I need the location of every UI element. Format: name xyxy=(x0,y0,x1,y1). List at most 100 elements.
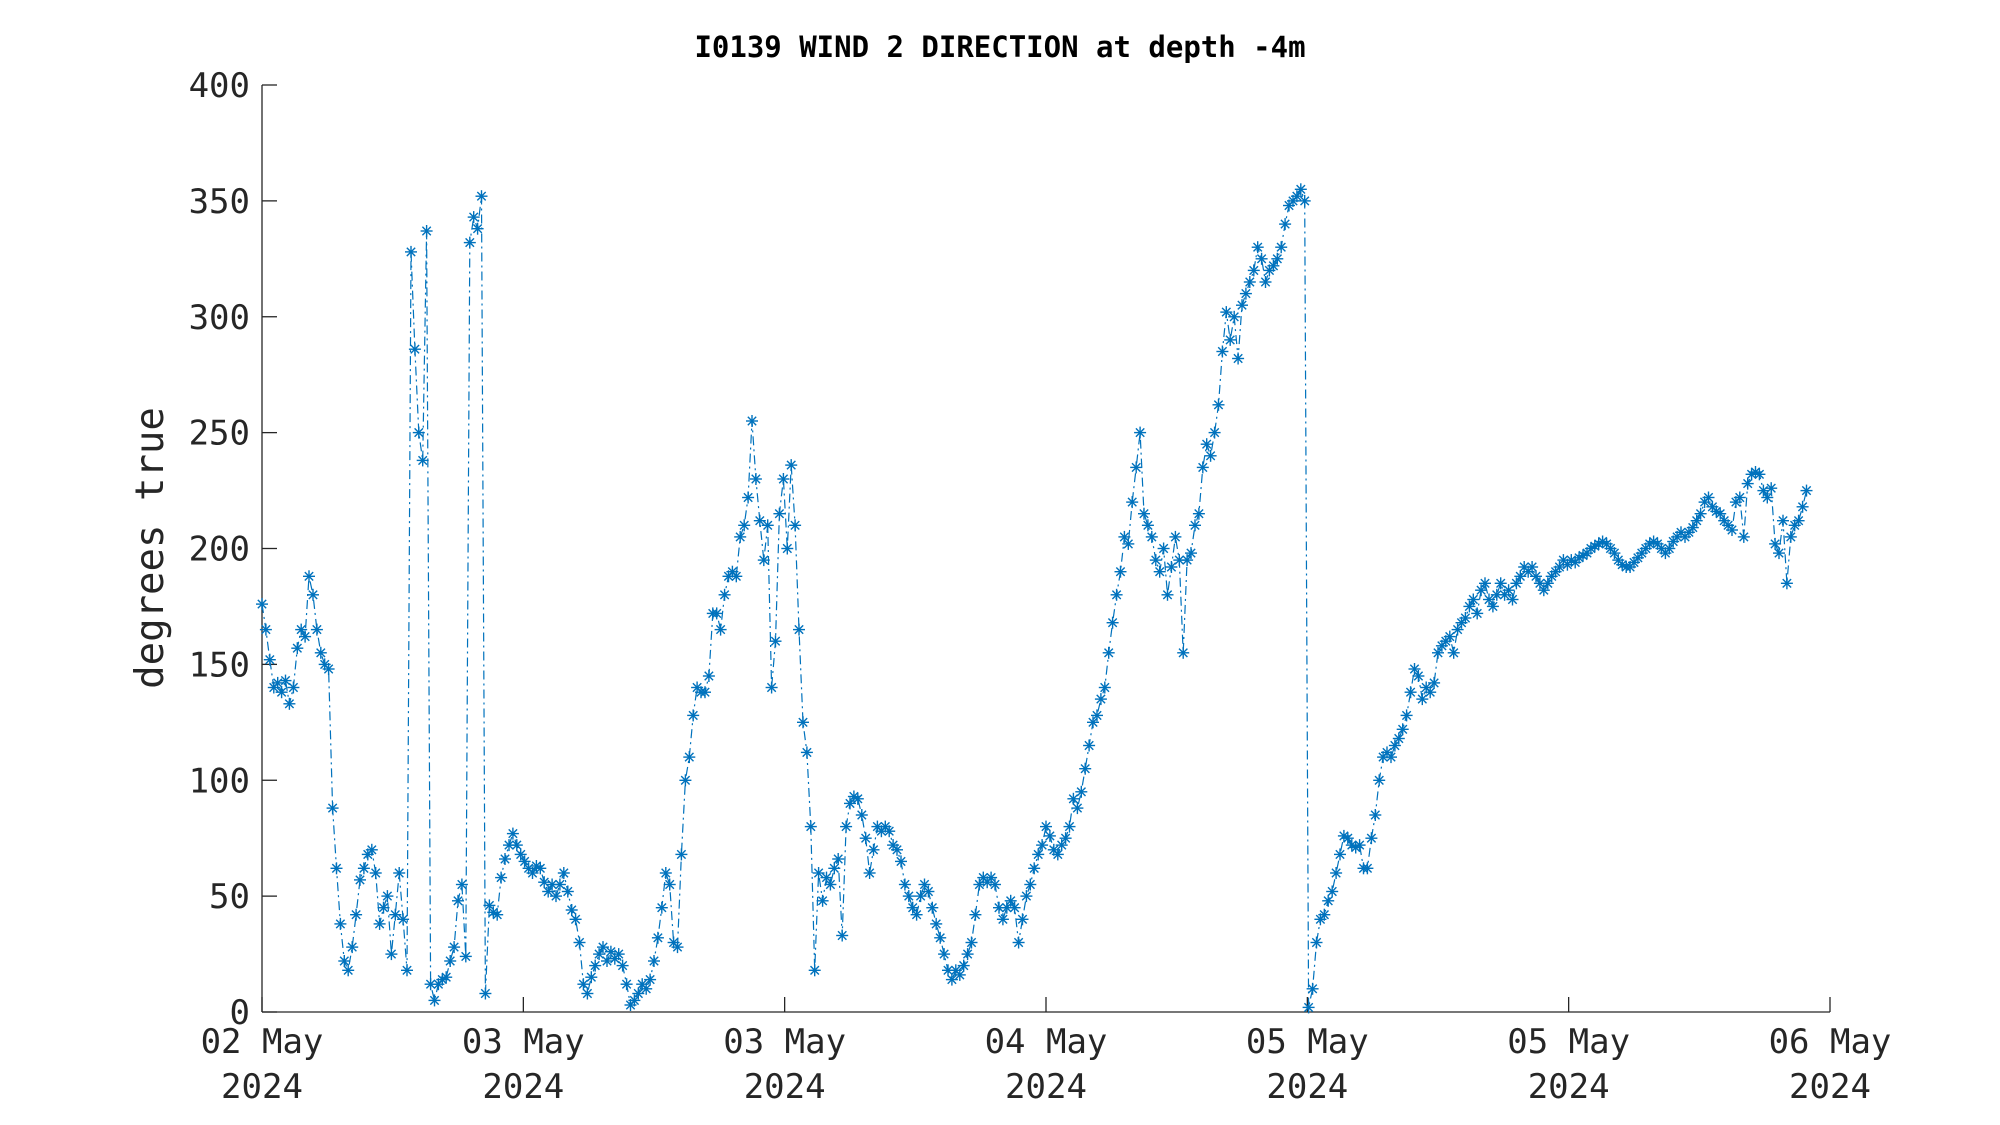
data-point-marker xyxy=(718,588,731,601)
data-point-marker xyxy=(769,635,782,648)
x-tick-label: 05 May xyxy=(1246,1022,1369,1062)
data-point-marker xyxy=(1459,612,1472,624)
data-point-marker xyxy=(816,894,829,907)
data-point-marker xyxy=(467,211,480,224)
data-point-marker xyxy=(1306,982,1319,995)
data-point-marker xyxy=(793,623,805,636)
data-point-marker xyxy=(397,913,410,926)
data-point-marker xyxy=(495,871,508,884)
data-point-marker xyxy=(749,473,762,485)
data-point-marker xyxy=(828,862,841,875)
data-point-marker xyxy=(1765,482,1778,495)
data-point-marker xyxy=(373,917,386,930)
data-point-marker xyxy=(1428,676,1441,689)
data-point-marker xyxy=(581,987,594,1000)
data-point-marker xyxy=(1298,194,1311,207)
data-point-marker xyxy=(357,862,370,875)
data-point-marker xyxy=(675,848,688,861)
data-point-marker xyxy=(263,653,276,666)
data-point-marker xyxy=(518,855,531,868)
x-tick-year-label: 2024 xyxy=(482,1067,564,1107)
data-point-marker xyxy=(1502,584,1515,597)
data-point-marker xyxy=(742,491,755,504)
data-point-marker xyxy=(381,890,394,903)
data-point-marker xyxy=(1369,809,1382,821)
data-point-marker xyxy=(1091,709,1103,722)
data-point-marker xyxy=(1024,878,1037,891)
data-point-marker xyxy=(1004,894,1017,907)
data-point-marker xyxy=(1506,593,1519,606)
data-point-marker xyxy=(1036,839,1049,852)
data-point-marker xyxy=(1149,554,1162,567)
data-point-marker xyxy=(589,959,602,972)
data-point-marker xyxy=(338,955,351,967)
chart-title: I0139 WIND 2 DIRECTION at depth -4m xyxy=(694,30,1305,64)
x-tick-label: 06 May xyxy=(1769,1022,1892,1062)
data-point-marker xyxy=(428,994,441,1007)
data-point-marker xyxy=(1737,530,1750,543)
data-point-marker xyxy=(1780,577,1793,590)
data-point-marker xyxy=(671,941,684,954)
data-point-marker xyxy=(1220,306,1233,319)
data-point-marker xyxy=(1443,630,1456,643)
data-point-marker xyxy=(455,878,468,891)
data-point-marker xyxy=(781,542,794,555)
data-point-marker xyxy=(1032,848,1045,861)
data-point-marker xyxy=(1365,832,1378,845)
data-point-marker xyxy=(832,853,845,865)
data-point-marker xyxy=(1279,218,1292,231)
data-point-marker xyxy=(538,876,551,889)
data-point-marker xyxy=(761,519,774,532)
y-tick-label: 100 xyxy=(189,761,250,801)
data-point-marker xyxy=(1800,484,1813,497)
data-point-marker xyxy=(452,894,464,907)
data-point-marker xyxy=(1130,461,1143,474)
data-point-marker xyxy=(1145,530,1158,543)
x-tick-year-label: 2024 xyxy=(1005,1067,1087,1107)
data-point-marker xyxy=(1796,500,1809,513)
data-point-marker xyxy=(534,862,547,875)
data-point-marker xyxy=(259,623,272,636)
data-point-marker xyxy=(1424,686,1437,699)
x-tick-label: 02 May xyxy=(201,1022,324,1062)
x-tick-label: 03 May xyxy=(723,1022,846,1062)
axes: 0 50 100 150 200 250 300 350 400 02 May 2024 03 May… xyxy=(189,66,1892,1107)
data-point-marker xyxy=(1157,542,1170,555)
data-point-marker xyxy=(1079,762,1092,775)
data-point-marker xyxy=(1216,345,1229,358)
data-point-marker xyxy=(1028,862,1041,875)
data-point-marker xyxy=(1373,774,1386,787)
data-point-marker xyxy=(863,867,876,879)
data-point-marker xyxy=(506,827,519,840)
data-point-marker xyxy=(824,878,837,891)
data-point-marker xyxy=(1483,593,1495,606)
data-point-marker xyxy=(330,862,343,875)
data-point-marker xyxy=(942,964,954,977)
data-point-marker xyxy=(632,987,645,1000)
data-point-marker xyxy=(424,978,437,991)
data-point-marker xyxy=(757,554,770,567)
data-point-marker xyxy=(1224,333,1237,346)
data-point-marker xyxy=(1769,537,1782,550)
data-point-marker xyxy=(785,459,798,472)
data-point-marker xyxy=(275,686,288,699)
data-point-marker xyxy=(1051,848,1064,861)
data-point-marker xyxy=(565,904,578,916)
y-tick-label: 0 xyxy=(230,993,250,1033)
data-point-marker xyxy=(1334,848,1346,861)
data-point-marker xyxy=(1110,588,1123,601)
data-point-marker xyxy=(1777,514,1789,527)
data-point-marker xyxy=(1043,829,1056,842)
data-point-marker xyxy=(1243,276,1256,288)
data-point-marker xyxy=(1486,600,1499,613)
data-point-marker xyxy=(734,530,747,543)
data-point-marker xyxy=(577,978,590,991)
data-point-marker xyxy=(989,878,1001,891)
data-point-marker xyxy=(1239,287,1252,300)
data-point-marker xyxy=(844,797,856,810)
data-point-marker xyxy=(334,917,347,930)
data-point-marker xyxy=(1255,252,1268,265)
data-point-marker xyxy=(820,871,833,884)
data-point-marker xyxy=(679,774,692,787)
data-point-marker xyxy=(891,843,903,856)
